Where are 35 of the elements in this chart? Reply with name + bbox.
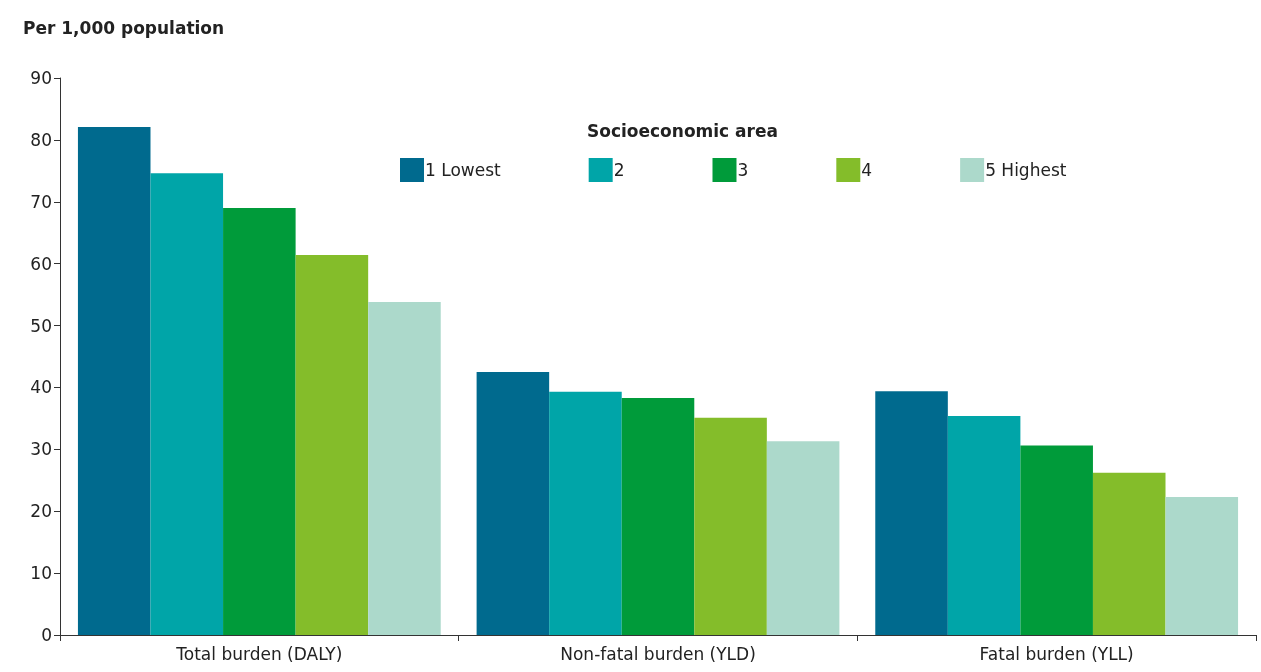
bar [694,417,767,635]
x-tick-label: Total burden (DALY) [175,643,343,664]
y-tick-label: 80 [30,129,52,150]
bar [77,126,151,635]
x-tick-label: Fatal burden (YLL) [979,643,1134,664]
y-tick-label: 30 [30,439,52,460]
legend-label: 3 [737,160,749,180]
bar [766,441,840,635]
bar [621,397,695,635]
legend-label: 5 Highest [985,160,1067,180]
legend-label: 1 Lowest [425,160,502,180]
bar [223,207,296,635]
bar [1092,472,1166,635]
y-tick-label: 40 [30,377,52,398]
y-tick-label: 50 [30,315,52,336]
bar [549,391,622,635]
y-axis-title: Per 1,000 population [23,17,225,38]
bar [476,371,550,635]
legend-label: 4 [861,160,873,180]
legend-title: Socioeconomic area [587,120,778,141]
bar [1020,445,1093,635]
y-tick-label: 60 [30,253,52,274]
bar [295,255,369,635]
y-tick-label: 70 [30,191,52,212]
y-tick-label: 90 [30,68,52,88]
bar [875,391,948,635]
legend-label: 2 [613,160,625,180]
bar [150,173,224,635]
bar [368,302,441,635]
y-tick-label: 0 [41,625,52,645]
bar [1165,496,1239,635]
y-tick-label: 10 [30,563,52,584]
x-tick-label: Non-fatal burden (YLD) [560,643,756,664]
y-tick-label: 20 [30,501,52,522]
bar [947,415,1021,635]
